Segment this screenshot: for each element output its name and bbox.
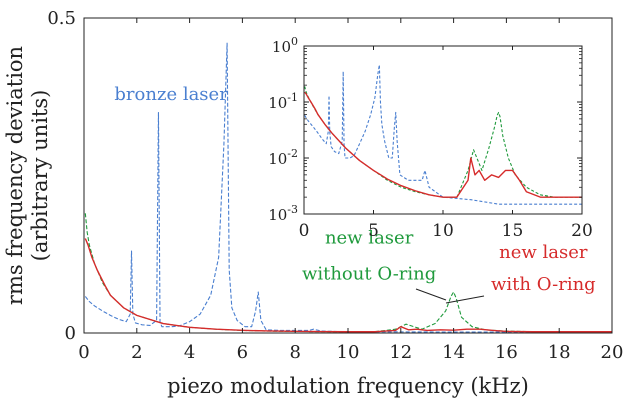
inset-background: [304, 46, 582, 214]
inset-y-tick-exponent: -3: [287, 203, 298, 216]
main-y-tick-label: 0.5: [47, 8, 76, 29]
inset-x-tick-label: 0: [299, 221, 310, 241]
main-plot: 0 2 4 6 8 10 12 14 16 18 20 0 0.5 piezo modulation fr…: [3, 8, 623, 398]
without-oring-label-1: new laser: [325, 228, 414, 249]
inset-y-tick-exponent: -2: [287, 147, 298, 160]
inset-x-tick-label: 5: [368, 221, 379, 241]
main-y-tick-label: 0: [65, 323, 76, 344]
inset-y-tick-exponent: -1: [287, 91, 298, 104]
inset-series-line-2: [304, 91, 582, 198]
bronze-laser-label: bronze laser: [114, 84, 228, 105]
inset-y-tick-base: 10: [268, 206, 287, 224]
main-x-tick-label: 18: [548, 342, 571, 363]
main-x-axis-label: piezo modulation frequency (kHz): [167, 374, 529, 398]
inset-y-tick-label: 100: [272, 35, 298, 56]
with-oring-pointer: [445, 295, 485, 304]
inset-x-tick-label: 15: [502, 221, 524, 241]
with-oring-label-2: with O-ring: [491, 274, 596, 295]
main-x-tick-label: 2: [131, 342, 142, 363]
main-series-line-2: [84, 238, 612, 333]
main-y-axis-label-line2: (arbitrary units): [28, 90, 52, 262]
main-x-tick-label: 0: [78, 342, 89, 363]
inset-x-tick-label: 20: [571, 221, 593, 241]
main-x-tick-label: 16: [495, 342, 518, 363]
inset-series-line-0: [304, 64, 582, 205]
main-y-axis-label: rms frequency deviation (arbitrary units): [3, 46, 52, 305]
inset-y-tick-label: 10-3: [268, 203, 298, 224]
main-y-axis-label-line1: rms frequency deviation: [3, 46, 27, 305]
with-oring-label-1: new laser: [499, 242, 588, 263]
inset-y-tick-exponent: 0: [291, 35, 298, 48]
inset-y-tick-base: 10: [272, 38, 291, 56]
main-x-tick-label: 10: [337, 342, 360, 363]
main-x-tick-label: 6: [237, 342, 248, 363]
inset-y-tick-label: 10-1: [268, 91, 298, 112]
main-x-tick-label: 8: [289, 342, 300, 363]
inset-y-tick-base: 10: [268, 150, 287, 168]
without-oring-pointer: [415, 288, 447, 301]
inset-y-tick-base: 10: [268, 94, 287, 112]
main-x-tick-label: 12: [389, 342, 412, 363]
main-x-tick-label: 14: [442, 342, 465, 363]
main-x-tick-label: 20: [601, 342, 624, 363]
main-series-line-0: [84, 42, 612, 333]
inset-series-layer: [304, 64, 582, 205]
inset-y-tick-label: 10-2: [268, 147, 298, 168]
main-series-layer: [84, 42, 612, 333]
without-oring-label-2: without O-ring: [302, 263, 436, 284]
main-x-tick-label: 4: [184, 342, 195, 363]
inset-x-tick-label: 10: [432, 221, 454, 241]
